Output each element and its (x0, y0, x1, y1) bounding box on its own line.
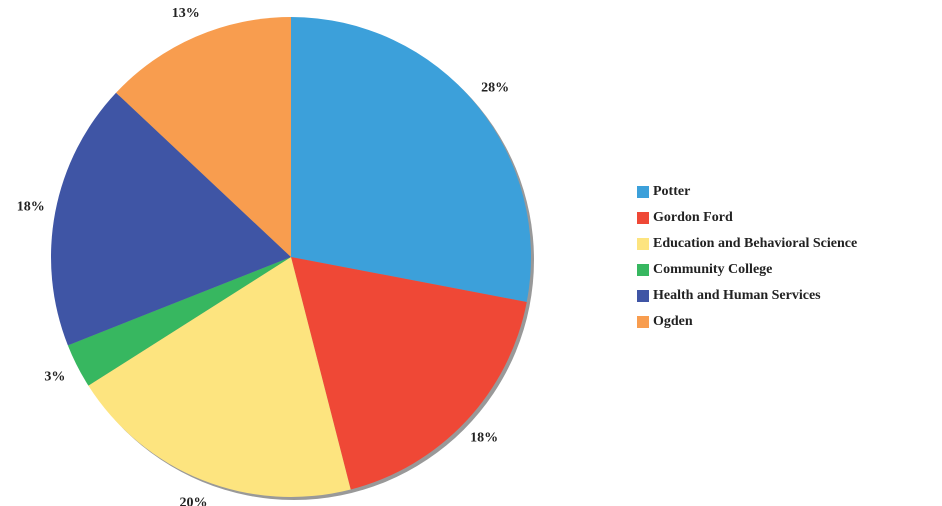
pie-slice (291, 257, 527, 490)
legend-swatch (637, 186, 649, 198)
slice-label: 20% (179, 496, 207, 506)
legend-label: Gordon Ford (653, 210, 733, 225)
slice-label: 18% (17, 200, 45, 215)
legend-label: Community College (653, 262, 772, 277)
legend-label: Health and Human Services (653, 288, 821, 303)
pie-slice (116, 17, 291, 257)
pie-slice (51, 92, 291, 346)
slice-label: 18% (470, 431, 498, 446)
legend-swatch (637, 264, 649, 276)
legend-swatch (637, 238, 649, 250)
slice-label: 28% (481, 80, 509, 95)
legend-label: Potter (653, 184, 690, 199)
legend-swatch (637, 316, 649, 328)
legend-label: Education and Behavioral Science (653, 236, 857, 251)
pie-slice (291, 17, 532, 302)
pie-slice (67, 257, 292, 386)
legend-label: Ogden (653, 314, 693, 329)
legend-swatch (637, 212, 649, 224)
slice-label: 13% (172, 6, 200, 21)
slice-label: 3% (44, 370, 65, 385)
pie-slice (88, 257, 351, 497)
legend-swatch (637, 290, 649, 302)
